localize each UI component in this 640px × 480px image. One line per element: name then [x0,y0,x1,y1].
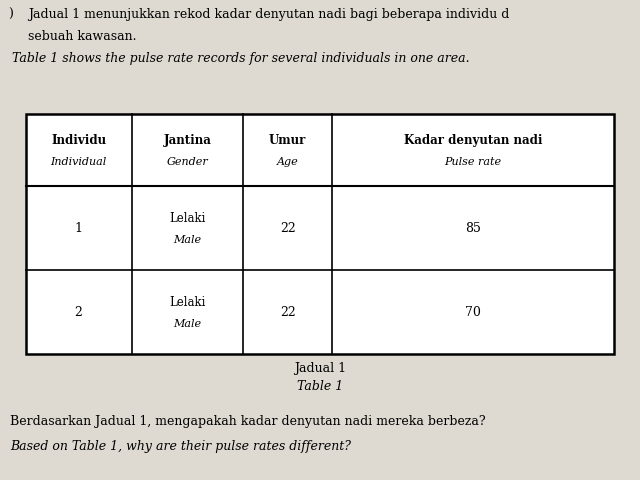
Text: Table 1 shows the pulse rate records for several individuals in one area.: Table 1 shows the pulse rate records for… [12,52,470,65]
Text: Lelaki: Lelaki [170,295,205,308]
Text: 22: 22 [280,306,296,319]
Text: Gender: Gender [166,156,209,166]
Text: Jantina: Jantina [164,133,211,146]
Text: Individu: Individu [51,133,106,146]
Text: Pulse rate: Pulse rate [445,156,502,166]
Text: Individual: Individual [51,156,107,166]
Text: Table 1: Table 1 [297,379,343,392]
Text: 85: 85 [465,222,481,235]
Text: Male: Male [173,318,202,328]
Text: ): ) [8,8,13,21]
Text: Lelaki: Lelaki [170,212,205,225]
Text: 22: 22 [280,222,296,235]
Text: Kadar denyutan nadi: Kadar denyutan nadi [404,133,542,146]
Text: 70: 70 [465,306,481,319]
Text: Based on Table 1, why are their pulse rates different?: Based on Table 1, why are their pulse ra… [10,439,351,452]
Text: Jadual 1 menunjukkan rekod kadar denyutan nadi bagi beberapa individu d: Jadual 1 menunjukkan rekod kadar denyuta… [28,8,509,21]
Text: sebuah kawasan.: sebuah kawasan. [28,30,136,43]
Text: 1: 1 [75,222,83,235]
Text: Male: Male [173,234,202,244]
Text: Age: Age [276,156,298,166]
Text: Berdasarkan Jadual 1, mengapakah kadar denyutan nadi mereka berbeza?: Berdasarkan Jadual 1, mengapakah kadar d… [10,414,486,427]
Text: 2: 2 [75,306,83,319]
Text: Umur: Umur [269,133,307,146]
Text: Jadual 1: Jadual 1 [294,361,346,374]
